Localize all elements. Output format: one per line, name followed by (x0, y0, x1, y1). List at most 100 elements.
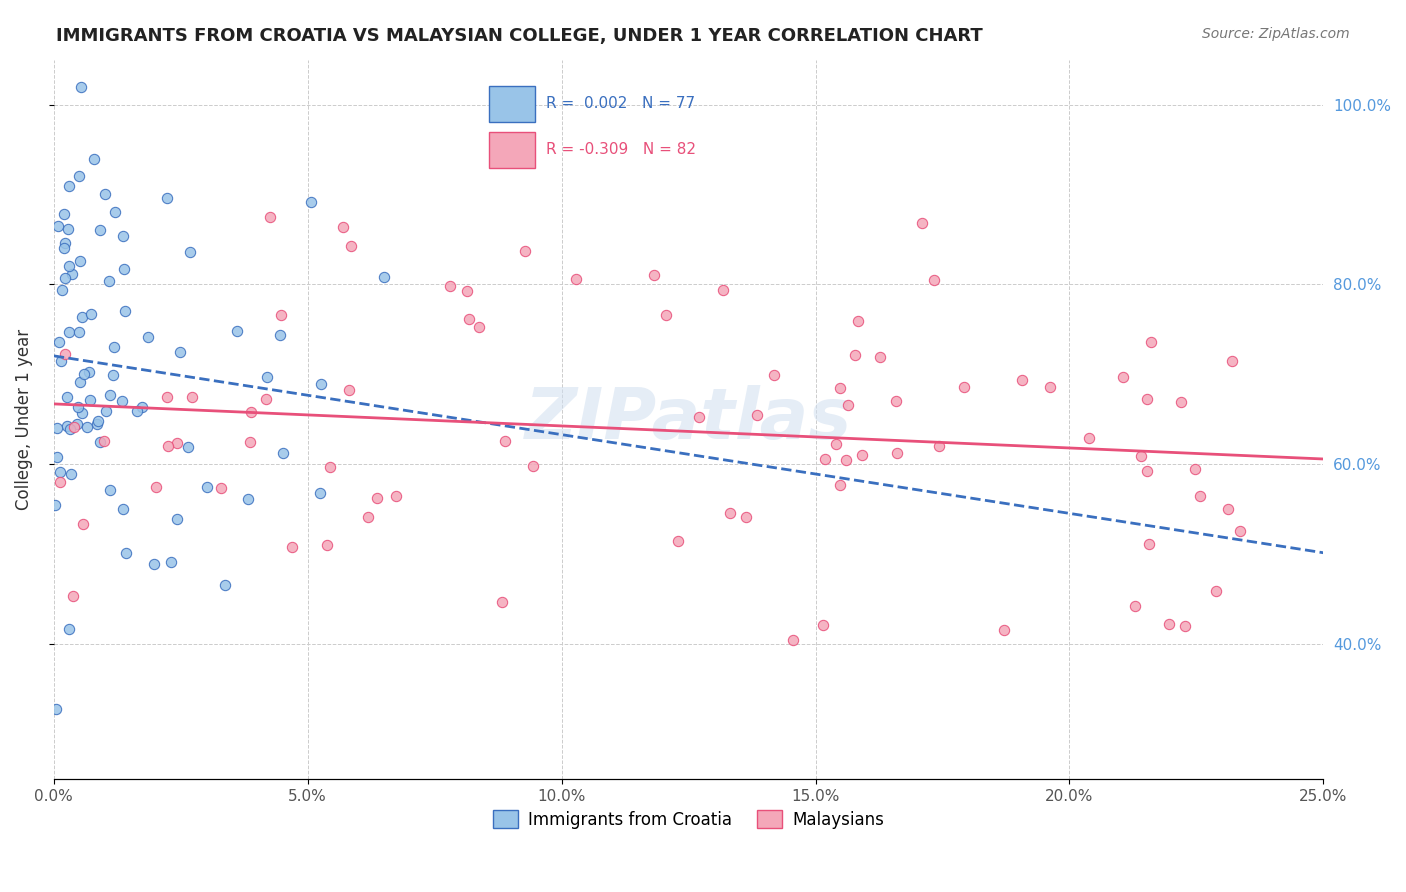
Point (48, 465, 70, 479)
Point (58, 179, 80, 194)
Point (55, 419, 77, 434)
Point (269, 327, 291, 342)
Point (922, 273, 945, 287)
Point (83, 152, 105, 166)
Point (655, 308, 678, 322)
Point (100, 483, 122, 498)
Point (145, 480, 167, 494)
Point (711, 283, 734, 297)
Point (299, 194, 322, 209)
Point (103, 340, 125, 354)
Point (1157, 616, 1180, 631)
Point (195, 480, 218, 494)
Point (513, 244, 536, 259)
Point (236, 492, 259, 507)
Point (1123, 599, 1146, 613)
Point (166, 436, 188, 450)
Point (70, 406, 93, 420)
Point (125, 403, 148, 417)
Point (66, 417, 89, 431)
Point (825, 436, 848, 450)
Point (522, 458, 544, 473)
Point (72, 310, 94, 325)
Point (214, 578, 236, 592)
Point (782, 633, 804, 648)
Point (160, 556, 183, 570)
Point (270, 309, 292, 323)
Point (62, 589, 84, 603)
Point (59, 422, 82, 436)
Point (456, 284, 478, 298)
Point (93, 187, 115, 202)
Point (143, 557, 166, 571)
Point (58, 325, 80, 339)
Point (1039, 380, 1062, 394)
Point (1136, 392, 1159, 407)
Point (46, 450, 69, 465)
Point (332, 219, 354, 234)
Point (63, 419, 86, 434)
Point (762, 368, 785, 383)
Point (745, 408, 768, 422)
Point (131, 400, 153, 414)
Point (851, 448, 873, 462)
Point (271, 446, 294, 460)
Point (1218, 502, 1240, 516)
Point (46, 421, 69, 435)
Text: IMMIGRANTS FROM CROATIA VS MALAYSIAN COLLEGE, UNDER 1 YEAR CORRELATION CHART: IMMIGRANTS FROM CROATIA VS MALAYSIAN COL… (56, 27, 983, 45)
Point (239, 434, 262, 449)
Point (928, 439, 950, 453)
Point (177, 440, 200, 454)
Point (169, 345, 191, 359)
Point (309, 376, 332, 391)
Point (720, 506, 742, 520)
Point (316, 538, 339, 552)
Point (76, 420, 98, 434)
Point (281, 541, 304, 555)
Point (837, 398, 859, 412)
Point (828, 381, 851, 395)
Point (564, 271, 586, 285)
Point (1129, 449, 1152, 463)
Legend: Immigrants from Croatia, Malaysians: Immigrants from Croatia, Malaysians (486, 804, 890, 835)
Point (385, 489, 408, 503)
Point (884, 394, 907, 409)
Point (340, 239, 363, 253)
Text: R = -0.309   N = 82: R = -0.309 N = 82 (547, 142, 696, 157)
Point (1077, 431, 1099, 445)
Point (97, 274, 120, 288)
Point (73, 367, 96, 381)
Point (886, 446, 908, 460)
Point (993, 623, 1015, 637)
Point (156, 439, 179, 453)
Point (811, 617, 834, 632)
Point (830, 478, 852, 492)
Point (70, 79, 93, 94)
Point (77, 365, 100, 379)
Point (53, 236, 76, 251)
Point (319, 460, 342, 475)
Point (468, 319, 491, 334)
Point (643, 268, 665, 282)
FancyBboxPatch shape (489, 87, 536, 122)
Point (1170, 395, 1192, 409)
Text: R =  0.002   N = 77: R = 0.002 N = 77 (547, 96, 696, 111)
Point (80, 307, 103, 321)
Point (1011, 374, 1033, 388)
Point (52, 207, 75, 221)
Point (1220, 353, 1243, 368)
Point (494, 434, 516, 449)
Point (357, 509, 380, 524)
Point (209, 481, 232, 495)
Point (104, 205, 127, 219)
Point (439, 278, 461, 293)
Point (111, 394, 134, 409)
Point (58, 622, 80, 636)
Point (735, 510, 758, 524)
Point (1205, 583, 1227, 598)
Point (156, 190, 179, 204)
Point (45, 701, 67, 715)
Point (112, 228, 135, 243)
Point (1229, 524, 1251, 539)
Point (911, 216, 934, 230)
